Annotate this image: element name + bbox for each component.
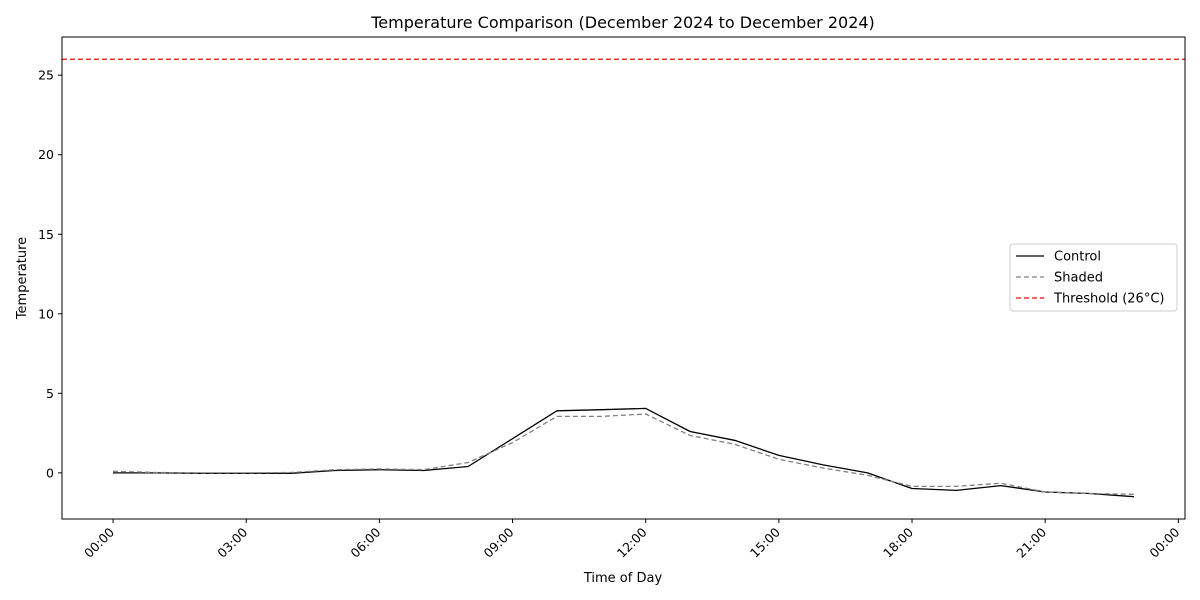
legend-box (1009, 243, 1178, 312)
y-axis-ticks: 0 5 10 15 20 25 (38, 68, 62, 480)
series-lines (112, 407, 1135, 498)
x-tick-label: 21:00 (1013, 524, 1049, 560)
x-tick-label: 00:00 (1146, 524, 1182, 560)
legend-label: Shaded (1054, 271, 1103, 286)
y-axis-title: Temperature (15, 237, 30, 320)
chart-title: Temperature Comparison (December 2024 to… (370, 13, 875, 32)
legend: Control Shaded Threshold (26°C) (1009, 243, 1178, 312)
x-axis-title: Time of Day (583, 571, 663, 586)
x-tick-label: 03:00 (214, 524, 250, 560)
x-tick-label: 09:00 (481, 524, 517, 560)
legend-label: Control (1054, 250, 1101, 265)
y-tick-label: 10 (38, 306, 54, 321)
x-tick-label: 06:00 (347, 524, 383, 560)
y-tick-label: 15 (38, 227, 54, 242)
x-tick-label: 12:00 (614, 524, 650, 560)
y-tick-label: 0 (46, 465, 54, 480)
legend-label: Threshold (26°C) (1053, 292, 1164, 307)
plot-area-frame (61, 36, 1186, 520)
series-line-control (113, 407, 1135, 498)
y-tick-label: 20 (38, 147, 54, 162)
x-axis-ticks: 00:00 03:00 06:00 09:00 12:00 15:00 18:00 21:00… (81, 519, 1182, 561)
y-tick-label: 5 (46, 386, 54, 401)
legend-items: Control Shaded Threshold (26°C) (1016, 250, 1164, 307)
series-line-shaded (112, 413, 1135, 495)
x-tick-label: 00:00 (81, 524, 117, 560)
y-tick-label: 25 (38, 68, 54, 83)
x-tick-label: 15:00 (747, 524, 783, 560)
x-tick-label: 18:00 (880, 524, 916, 560)
